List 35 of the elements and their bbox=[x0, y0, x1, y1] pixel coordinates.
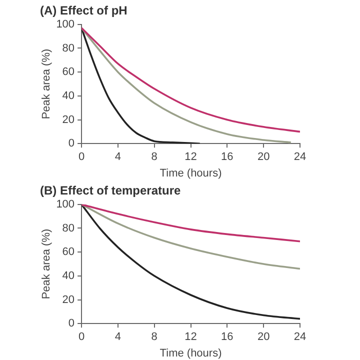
x-axis-title: Time (hours) bbox=[160, 347, 222, 360]
y-tick-label: 20 bbox=[62, 114, 75, 126]
x-tick-label: 8 bbox=[151, 151, 158, 164]
line-series bbox=[82, 204, 300, 270]
y-axis-title: Peak area (%) bbox=[40, 228, 53, 300]
x-tick-label: 12 bbox=[184, 151, 197, 164]
y-tick-label: 40 bbox=[62, 270, 75, 282]
y-tick-label: 100 bbox=[56, 18, 75, 30]
y-tick-label: 100 bbox=[56, 198, 75, 210]
chart-title: (B) Effect of temperature bbox=[40, 184, 182, 198]
x-tick-label: 16 bbox=[221, 331, 234, 344]
x-tick-label: 4 bbox=[114, 331, 122, 344]
x-axis-title: Time (hours) bbox=[160, 167, 222, 180]
x-tick-label: 24 bbox=[294, 331, 306, 344]
x-tick-label: 20 bbox=[257, 151, 270, 164]
y-tick-label: 40 bbox=[62, 90, 75, 102]
x-tick-label: 0 bbox=[78, 331, 85, 344]
x-tick-label: 20 bbox=[257, 331, 270, 344]
x-tick-label: 8 bbox=[151, 331, 158, 344]
x-tick-label: 4 bbox=[114, 151, 122, 164]
x-tick-label: 0 bbox=[78, 151, 85, 164]
line-series bbox=[82, 204, 300, 242]
chart-title: (A) Effect of pH bbox=[40, 4, 128, 18]
y-tick-label: 0 bbox=[68, 318, 75, 330]
y-tick-label: 60 bbox=[62, 66, 75, 78]
x-tick-label: 24 bbox=[294, 151, 306, 164]
x-tick-label: 12 bbox=[184, 331, 197, 344]
y-tick-label: 80 bbox=[62, 42, 75, 54]
y-tick-label: 60 bbox=[62, 246, 75, 258]
y-tick-label: 80 bbox=[62, 222, 75, 234]
y-axis-title: Peak area (%) bbox=[40, 48, 53, 120]
x-tick-label: 16 bbox=[221, 151, 234, 164]
line-series bbox=[82, 204, 300, 320]
y-tick-label: 0 bbox=[68, 138, 75, 150]
y-tick-label: 20 bbox=[62, 294, 75, 306]
